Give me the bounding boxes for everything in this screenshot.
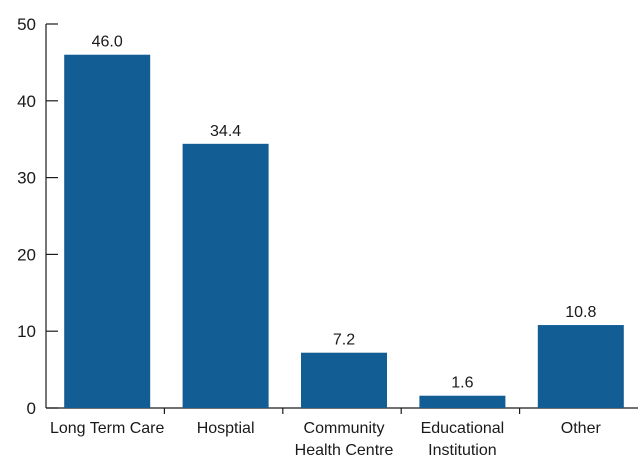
- x-axis: [46, 407, 638, 414]
- bar: [182, 143, 269, 409]
- y-tick-label: 0: [27, 399, 36, 418]
- data-labels: 46.0 34.4 7.2 1.6 10.8: [92, 34, 597, 392]
- y-axis: 0 10 20 30 40 50: [17, 15, 58, 418]
- bar-value-label: 46.0: [92, 34, 123, 51]
- bar-value-label: 7.2: [333, 332, 355, 349]
- category-label: Long Term Care: [50, 420, 165, 437]
- bars: [64, 54, 624, 409]
- bar: [301, 352, 387, 408]
- bar-value-label: 1.6: [451, 375, 473, 392]
- y-tick-label: 10: [17, 322, 36, 341]
- y-tick-label: 20: [17, 245, 36, 264]
- bar: [419, 395, 506, 408]
- bar: [537, 325, 624, 408]
- bar-value-label: 34.4: [210, 123, 241, 140]
- bar-value-label: 10.8: [565, 304, 596, 321]
- y-tick-label: 40: [17, 92, 36, 111]
- y-tick-label: 30: [17, 169, 36, 188]
- category-label: Other: [561, 420, 602, 437]
- category-label: Community Health Centre: [295, 420, 394, 459]
- bar: [64, 54, 151, 408]
- y-tick-label: 50: [17, 15, 36, 34]
- category-labels: Long Term Care Hosptial Community Health Ce…: [50, 420, 601, 459]
- category-label: Hosptial: [197, 420, 255, 437]
- category-label: Educational Institution: [421, 420, 505, 459]
